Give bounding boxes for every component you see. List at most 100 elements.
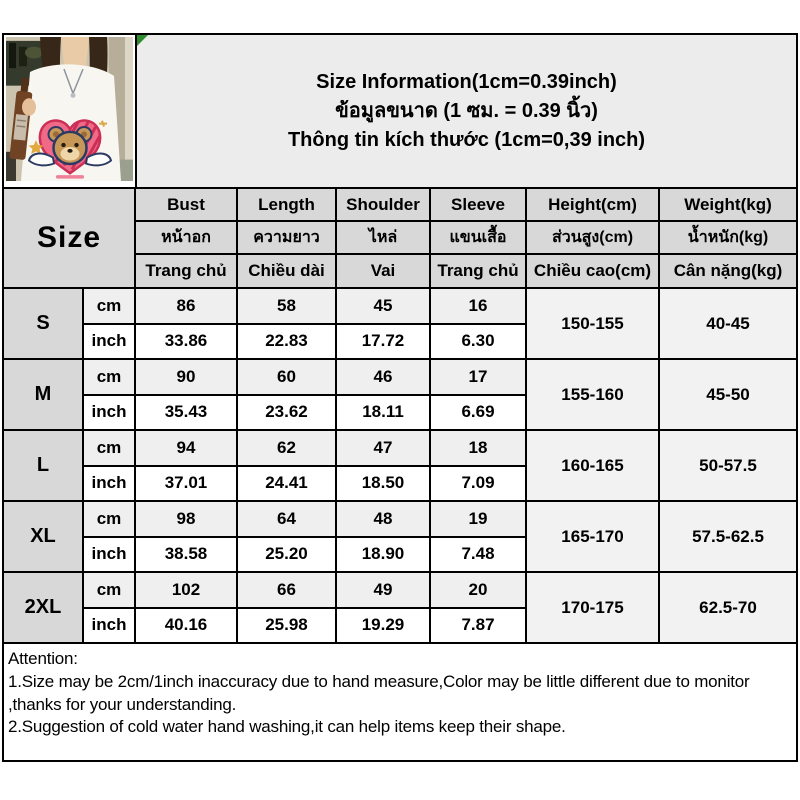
size-label-2xl: 2XL [4, 573, 84, 644]
col-header-shoulder-en: Shoulder [337, 189, 431, 222]
cell-xl-bust-inch: 38.58 [136, 537, 238, 573]
cell-m-sleeve-inch: 6.69 [431, 395, 527, 431]
attention-notes: Attention: 1.Size may be 2cm/1inch inacc… [4, 644, 796, 760]
hand [22, 98, 36, 116]
col-header-shoulder-vi: Vai [337, 255, 431, 289]
print-caption-text [56, 175, 84, 179]
cell-corner-mark [137, 35, 148, 46]
col-header-shoulder-th: ไหล่ [337, 222, 431, 255]
cell-m-sleeve-cm: 17 [431, 360, 527, 396]
cell-xl-length-cm: 64 [238, 502, 337, 538]
col-header-sleeve-vi: Trang chủ [431, 255, 527, 289]
attention-line-1: 1.Size may be 2cm/1inch inaccuracy due t… [8, 671, 750, 714]
cell-l-bust-cm: 94 [136, 431, 238, 467]
cell-m-shoulder-cm: 46 [337, 360, 431, 396]
unit-label-inch: inch [84, 466, 136, 502]
col-header-length-en: Length [238, 189, 337, 222]
unit-label-inch: inch [84, 537, 136, 573]
cell-xl-sleeve-inch: 7.48 [431, 537, 527, 573]
unit-label-cm: cm [84, 289, 136, 325]
size-label-m: M [4, 360, 84, 431]
sparkle-decoration [99, 120, 107, 127]
cell-l-sleeve-cm: 18 [431, 431, 527, 467]
cell-xl-height: 165-170 [527, 502, 660, 573]
cell-xl-sleeve-cm: 19 [431, 502, 527, 538]
cell-m-weight: 45-50 [660, 360, 796, 431]
cell-2xl-shoulder-inch: 19.29 [337, 608, 431, 644]
col-header-weight-en: Weight(kg) [660, 189, 796, 222]
cell-l-weight: 50-57.5 [660, 431, 796, 502]
size-label-l: L [4, 431, 84, 502]
unit-label-cm: cm [84, 360, 136, 396]
cell-s-length-inch: 22.83 [238, 324, 337, 360]
cell-l-bust-inch: 37.01 [136, 466, 238, 502]
bear-print [47, 126, 93, 166]
cell-s-height: 150-155 [527, 289, 660, 360]
col-header-sleeve-th: แขนเสื้อ [431, 222, 527, 255]
unit-label-inch: inch [84, 608, 136, 644]
cell-m-length-cm: 60 [238, 360, 337, 396]
col-header-length-th: ความยาว [238, 222, 337, 255]
cell-l-sleeve-inch: 7.09 [431, 466, 527, 502]
cell-s-shoulder-inch: 17.72 [337, 324, 431, 360]
cell-s-weight: 40-45 [660, 289, 796, 360]
col-header-height-vi: Chiều cao(cm) [527, 255, 660, 289]
col-header-height-th: ส่วนสูง(cm) [527, 222, 660, 255]
cell-l-shoulder-inch: 18.50 [337, 466, 431, 502]
cell-s-bust-cm: 86 [136, 289, 238, 325]
size-header-cell: Size [4, 189, 136, 289]
cell-l-length-cm: 62 [238, 431, 337, 467]
col-header-bust-en: Bust [136, 189, 238, 222]
unit-label-cm: cm [84, 573, 136, 609]
title-area: Size Information(1cm=0.39inch) ข้อมูลขนา… [137, 35, 796, 187]
product-photo [4, 35, 137, 187]
col-header-weight-th: น้ำหนัก(kg) [660, 222, 796, 255]
size-table: Size Bust Length Shoulder Sleeve Height(… [4, 189, 796, 644]
cell-2xl-length-cm: 66 [238, 573, 337, 609]
cell-l-shoulder-cm: 47 [337, 431, 431, 467]
title-vietnamese: Thông tin kích thước (1cm=0,39 inch) [287, 129, 646, 151]
angel-wings [27, 152, 113, 167]
attention-line-2: 2.Suggestion of cold water hand washing,… [8, 717, 566, 737]
unit-label-inch: inch [84, 395, 136, 431]
cell-s-sleeve-inch: 6.30 [431, 324, 527, 360]
cell-s-length-cm: 58 [238, 289, 337, 325]
col-header-weight-vi: Cân nặng(kg) [660, 255, 796, 289]
cell-2xl-height: 170-175 [527, 573, 660, 644]
cell-2xl-bust-inch: 40.16 [136, 608, 238, 644]
title-english: Size Information(1cm=0.39inch) [316, 71, 617, 93]
cell-m-bust-inch: 35.43 [136, 395, 238, 431]
unit-label-cm: cm [84, 502, 136, 538]
cell-l-height: 160-165 [527, 431, 660, 502]
unit-label-inch: inch [84, 324, 136, 360]
cell-l-length-inch: 24.41 [238, 466, 337, 502]
attention-heading: Attention: [8, 649, 78, 668]
col-header-length-vi: Chiều dài [238, 255, 337, 289]
cell-2xl-weight: 62.5-70 [660, 573, 796, 644]
size-label-s: S [4, 289, 84, 360]
col-header-height-en: Height(cm) [527, 189, 660, 222]
cell-2xl-sleeve-cm: 20 [431, 573, 527, 609]
cell-xl-bust-cm: 98 [136, 502, 238, 538]
product-photo-illustration [6, 37, 133, 181]
star-decoration [28, 140, 44, 155]
cell-xl-length-inch: 25.20 [238, 537, 337, 573]
title-thai: ข้อมูลขนาด (1 ซม. = 0.39 นิ้ว) [335, 100, 598, 122]
col-header-sleeve-en: Sleeve [431, 189, 527, 222]
col-header-bust-th: หน้าอก [136, 222, 238, 255]
cell-m-length-inch: 23.62 [238, 395, 337, 431]
cell-xl-shoulder-cm: 48 [337, 502, 431, 538]
col-header-bust-vi: Trang chủ [136, 255, 238, 289]
cell-xl-weight: 57.5-62.5 [660, 502, 796, 573]
cell-m-height: 155-160 [527, 360, 660, 431]
unit-label-cm: cm [84, 431, 136, 467]
cell-2xl-bust-cm: 102 [136, 573, 238, 609]
size-chart-sheet: Size Information(1cm=0.39inch) ข้อมูลขนา… [2, 33, 798, 762]
cell-s-sleeve-cm: 16 [431, 289, 527, 325]
size-label-xl: XL [4, 502, 84, 573]
top-band: Size Information(1cm=0.39inch) ข้อมูลขนา… [4, 35, 796, 189]
cell-xl-shoulder-inch: 18.90 [337, 537, 431, 573]
cell-m-shoulder-inch: 18.11 [337, 395, 431, 431]
necklace [63, 68, 84, 98]
